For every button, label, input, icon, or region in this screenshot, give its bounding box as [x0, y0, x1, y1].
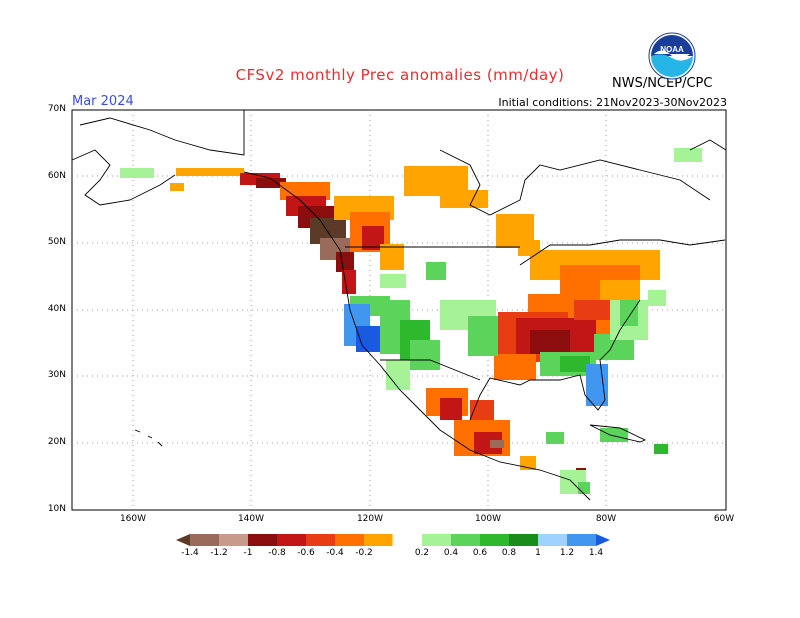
- lat-label: 40N: [47, 304, 66, 314]
- initial-conditions: Initial conditions: 21Nov2023-30Nov2023: [498, 96, 727, 109]
- noaa-logo: NOAA: [648, 32, 696, 80]
- legend-tick-label: -1: [243, 548, 253, 558]
- legend-tick-label: -0.4: [326, 548, 344, 558]
- legend-swatch: [392, 533, 423, 547]
- legend-tick-label: -0.2: [355, 548, 373, 558]
- forecast-month: Mar 2024: [72, 94, 134, 109]
- legend-swatch: [422, 534, 451, 546]
- legend-arrow-left: [176, 534, 190, 546]
- lon-label: 100W: [474, 514, 502, 524]
- legend-tick-label: 1: [535, 548, 541, 558]
- lat-label: 10N: [47, 504, 66, 514]
- legend-swatch: [567, 534, 596, 546]
- legend-tick-label: 0.2: [414, 548, 430, 558]
- coastlines: [71, 110, 727, 501]
- legend-swatch: [335, 534, 364, 546]
- wet-anomalies: [120, 148, 702, 494]
- legend-swatch: [306, 534, 335, 546]
- legend-tick-label: -0.6: [297, 548, 315, 558]
- lat-label: 60N: [47, 171, 66, 181]
- legend-tick-label: -0.8: [268, 548, 286, 558]
- legend-swatch: [219, 534, 248, 546]
- legend-arrow-right: [596, 534, 610, 546]
- legend-swatch: [451, 534, 480, 546]
- legend-tick-label: -1.2: [210, 548, 228, 558]
- logo-text: NOAA: [660, 45, 684, 54]
- legend-swatch: [509, 534, 538, 546]
- legend-tick-label: 0.8: [501, 548, 517, 558]
- legend-swatch: [190, 534, 219, 546]
- lat-label: 50N: [47, 237, 66, 247]
- lat-label: 30N: [47, 370, 66, 380]
- legend-tick-label: -1.4: [181, 548, 199, 558]
- legend-tick-label: 0.4: [443, 548, 459, 558]
- legend-colorbar: [176, 533, 610, 547]
- legend-tick-label: 0.6: [472, 548, 488, 558]
- legend-swatch: [364, 534, 393, 546]
- legend-swatch: [538, 534, 567, 546]
- lat-label: 70N: [47, 104, 66, 114]
- legend-swatch: [480, 534, 509, 546]
- lon-label: 60W: [713, 514, 735, 524]
- lon-label: 160W: [119, 514, 147, 524]
- map-title: CFSv2 monthly Prec anomalies (mm/day): [235, 66, 565, 84]
- lon-label: 140W: [237, 514, 265, 524]
- lon-label: 120W: [356, 514, 384, 524]
- legend-swatch: [277, 534, 306, 546]
- legend-swatch: [248, 534, 277, 546]
- lat-label: 20N: [47, 437, 66, 447]
- legend-tick-label: 1.4: [588, 548, 604, 558]
- lon-label: 80W: [595, 514, 617, 524]
- legend-tick-label: 1.2: [559, 548, 575, 558]
- agency-label: NWS/NCEP/CPC: [612, 76, 713, 91]
